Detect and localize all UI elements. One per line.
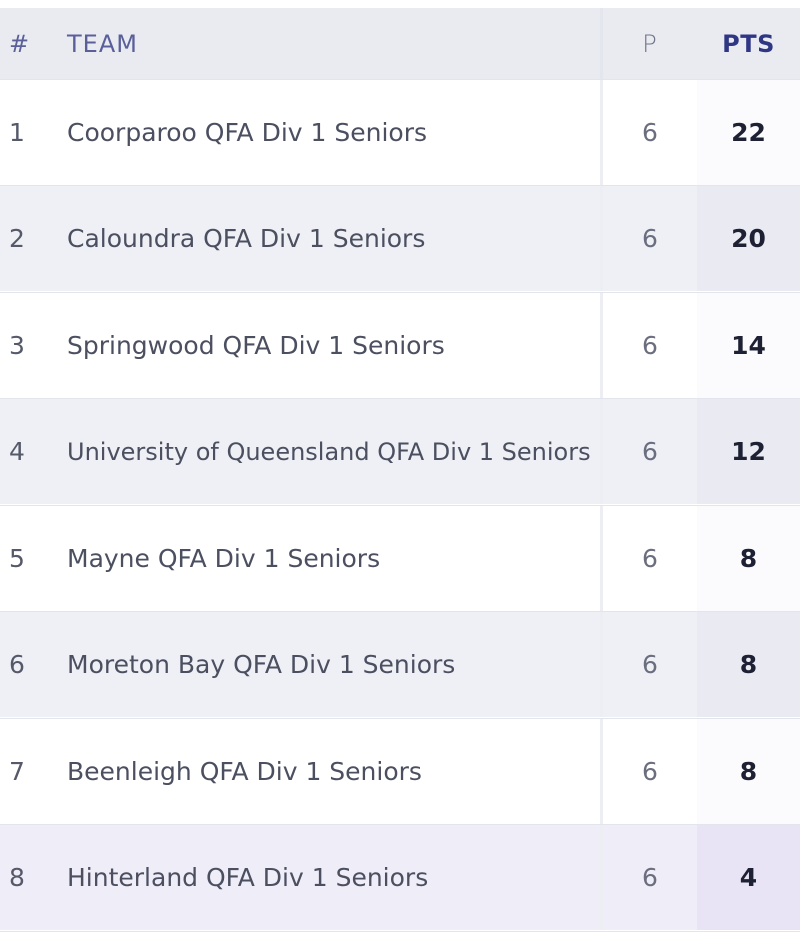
row-played: 6	[600, 186, 697, 291]
row-points: 20	[697, 186, 800, 291]
table-row[interactable]: 4 University of Queensland QFA Div 1 Sen…	[0, 398, 800, 504]
row-position: 5	[9, 544, 25, 573]
row-team-name[interactable]: Caloundra QFA Div 1 Seniors	[67, 224, 426, 253]
row-position: 4	[9, 437, 25, 466]
row-team-name[interactable]: Moreton Bay QFA Div 1 Seniors	[67, 650, 456, 679]
header-points[interactable]: PTS	[722, 30, 775, 58]
row-position: 6	[9, 650, 25, 679]
table-row-highlighted[interactable]: 8 Hinterland QFA Div 1 Seniors 6 4	[0, 824, 800, 930]
table-row[interactable]: 2 Caloundra QFA Div 1 Seniors 6 20	[0, 185, 800, 291]
row-played: 6	[600, 399, 697, 504]
row-played: 6	[600, 293, 697, 398]
row-points: 8	[697, 719, 800, 824]
row-team-name[interactable]: Springwood QFA Div 1 Seniors	[67, 331, 445, 360]
header-position: #	[9, 30, 31, 58]
row-team-name[interactable]: University of Queensland QFA Div 1 Senio…	[67, 437, 591, 466]
row-points: 14	[697, 293, 800, 398]
row-points: 8	[697, 506, 800, 611]
row-team-name[interactable]: Hinterland QFA Div 1 Seniors	[67, 863, 429, 892]
row-position: 3	[9, 331, 25, 360]
row-team-name[interactable]: Beenleigh QFA Div 1 Seniors	[67, 757, 422, 786]
row-points: 8	[697, 612, 800, 717]
row-played: 6	[600, 612, 697, 717]
row-team-name[interactable]: Mayne QFA Div 1 Seniors	[67, 544, 381, 573]
header-team: TEAM	[67, 30, 138, 58]
row-played: 6	[600, 825, 697, 930]
row-position: 8	[9, 863, 25, 892]
row-position: 2	[9, 224, 25, 253]
row-played: 6	[600, 719, 697, 824]
row-points: 4	[697, 825, 800, 930]
table-header: # TEAM P PTS	[0, 8, 800, 80]
table-top-edge	[0, 0, 800, 8]
table-row[interactable]: 1 Coorparoo QFA Div 1 Seniors 6 22	[0, 79, 800, 185]
table-bottom-edge	[0, 931, 800, 939]
row-position: 7	[9, 757, 25, 786]
row-played: 6	[600, 506, 697, 611]
header-played[interactable]: P	[600, 8, 697, 80]
row-team-name[interactable]: Coorparoo QFA Div 1 Seniors	[67, 118, 428, 147]
row-played: 6	[600, 80, 697, 185]
row-points: 12	[697, 399, 800, 504]
table-row[interactable]: 6 Moreton Bay QFA Div 1 Seniors 6 8	[0, 611, 800, 717]
row-points: 22	[697, 80, 800, 185]
table-row[interactable]: 5 Mayne QFA Div 1 Seniors 6 8	[0, 505, 800, 611]
table-row[interactable]: 7 Beenleigh QFA Div 1 Seniors 6 8	[0, 718, 800, 824]
row-position: 1	[9, 118, 25, 147]
table-row[interactable]: 3 Springwood QFA Div 1 Seniors 6 14	[0, 292, 800, 398]
